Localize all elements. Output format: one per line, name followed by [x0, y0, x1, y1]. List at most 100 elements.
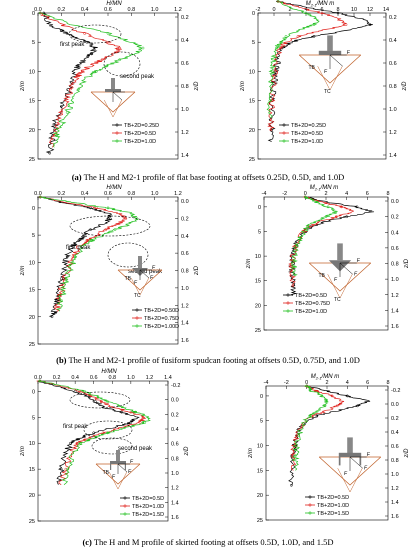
- legend-marker: [286, 293, 290, 297]
- x-tick-label: -2: [284, 380, 289, 386]
- y-tick-label: 15: [249, 99, 255, 105]
- caption-c-label: (c): [82, 537, 92, 547]
- series-point: [269, 128, 273, 132]
- y2-tick-label: 0.6: [181, 251, 189, 257]
- y2-tick-label: 1.4: [181, 153, 189, 159]
- plot-frame: [37, 380, 169, 522]
- y2-tick-label: 0.0: [171, 398, 179, 404]
- x-tick-label: 1.2: [174, 7, 182, 13]
- series-point: [270, 99, 273, 102]
- chart-c-left: 0.0 0.2 0.4 0.6 0.8 1.0 1.2 1.4 H/MN 0 5 10 15 20 25 z/…: [20, 369, 190, 525]
- y2-tick-label: 1.6: [171, 515, 179, 521]
- series-line-2: [290, 196, 338, 277]
- plot-frame: [257, 12, 387, 160]
- x-axis-label-rest: /MN m: [320, 185, 339, 191]
- wedge-line: [329, 66, 343, 91]
- x-tick-label: 1.0: [127, 375, 135, 381]
- series-point: [330, 394, 334, 398]
- legend-label: TB+2D=1.0D: [295, 309, 327, 315]
- series-point: [64, 467, 68, 471]
- x-tick-label: 0.2: [58, 7, 66, 13]
- legend-label: TB+2D=0.25D: [291, 123, 326, 129]
- series-line-1: [40, 12, 122, 148]
- series-line-1: [290, 385, 345, 471]
- series-point: [138, 421, 142, 424]
- legend-marker: [115, 123, 119, 127]
- series-point: [69, 87, 73, 91]
- flat-base: [105, 89, 121, 92]
- x-axis-label-main: M: [310, 185, 315, 191]
- tb-label: TB: [103, 470, 110, 476]
- x-tick-label: 10: [351, 7, 357, 13]
- series-point: [85, 239, 89, 242]
- series-line-2: [291, 385, 329, 471]
- force-v-label: F: [134, 280, 138, 286]
- legend-marker: [135, 308, 139, 312]
- y-tick-label: 20: [29, 493, 35, 499]
- x-tick-label: 0.8: [128, 7, 136, 13]
- y-tick-label: 5: [32, 415, 35, 421]
- series-point: [118, 46, 122, 50]
- series-point: [108, 217, 112, 221]
- caption-b-text: The H and M2-1 profile of fusiform spudc…: [66, 355, 360, 365]
- series-point: [297, 434, 300, 437]
- force-f-arrow: [349, 456, 363, 469]
- x-tick-label: 2: [288, 7, 291, 13]
- legend-label: TB+2D=1.0D: [291, 139, 323, 145]
- series-point: [315, 414, 319, 418]
- series-point: [77, 87, 81, 91]
- legend-marker: [308, 495, 312, 499]
- annotation-label: second peak: [120, 74, 155, 80]
- x-axis-label: H/MN: [106, 185, 122, 191]
- legend-marker: [123, 512, 127, 516]
- chart-b-left: 0.0 0.2 0.4 0.6 0.8 1.0 1.2 H/MN 0 5 10 15 20 25 z/m 0.…: [20, 185, 200, 348]
- y-tick-label: 0: [260, 394, 263, 400]
- x-tick-label: 0.6: [104, 7, 112, 13]
- failure-wedge: [95, 463, 141, 485]
- legend-marker: [308, 511, 312, 515]
- series-point: [66, 467, 70, 471]
- peak-ellipse: [69, 215, 151, 237]
- y-tick-label: 25: [257, 518, 263, 524]
- series-point: [344, 23, 348, 27]
- y2-tick-label: 0.4: [389, 38, 397, 44]
- series-point: [295, 244, 299, 248]
- flat-base: [318, 50, 342, 55]
- series-point: [59, 467, 63, 471]
- y2-tick-label: 1.2: [391, 293, 399, 299]
- series-point: [90, 52, 94, 56]
- x-tick-label: 0.4: [81, 191, 89, 197]
- series-point: [94, 70, 98, 73]
- legend-label: TB+2D=0.5D: [317, 495, 349, 501]
- series-point: [79, 441, 83, 445]
- legend-label: TB+2D=0.25D: [124, 123, 159, 129]
- x-tick-label: 0.2: [53, 375, 61, 381]
- y2-tick-label: 0.2: [389, 15, 397, 21]
- x-axis-label: M2-1/MN m: [310, 185, 338, 192]
- y-axis-label-left: z/m: [20, 81, 26, 92]
- x-axis-label-main: M: [306, 1, 311, 7]
- series-point: [89, 228, 92, 232]
- tb-label: TB: [318, 273, 325, 279]
- series-line-2: [42, 12, 143, 148]
- series-line-1: [38, 196, 128, 312]
- y-axis-label-left: z/m: [246, 259, 252, 270]
- legend-marker: [282, 131, 286, 135]
- y2-tick-label: 1.0: [389, 107, 397, 113]
- series-point: [55, 134, 59, 137]
- y2-tick-label: -0.2: [391, 388, 400, 394]
- y-axis-label-right: z/D: [194, 265, 200, 276]
- y2-tick-label: 1.0: [181, 286, 189, 292]
- x-tick-label: -4: [264, 380, 269, 386]
- y2-tick-label: 1.2: [389, 130, 397, 136]
- series-point: [129, 421, 133, 424]
- y-tick-label: 20: [29, 315, 35, 321]
- y2-tick-label: 0.8: [181, 84, 189, 90]
- y-tick-label: 10: [29, 69, 35, 75]
- series-line-0: [287, 196, 375, 296]
- series-point: [291, 284, 295, 288]
- y-tick-label: 25: [29, 519, 35, 525]
- series-point: [38, 195, 42, 199]
- force-h-label: F: [152, 265, 156, 271]
- legend-label: TB+2D=0.5D: [291, 131, 323, 137]
